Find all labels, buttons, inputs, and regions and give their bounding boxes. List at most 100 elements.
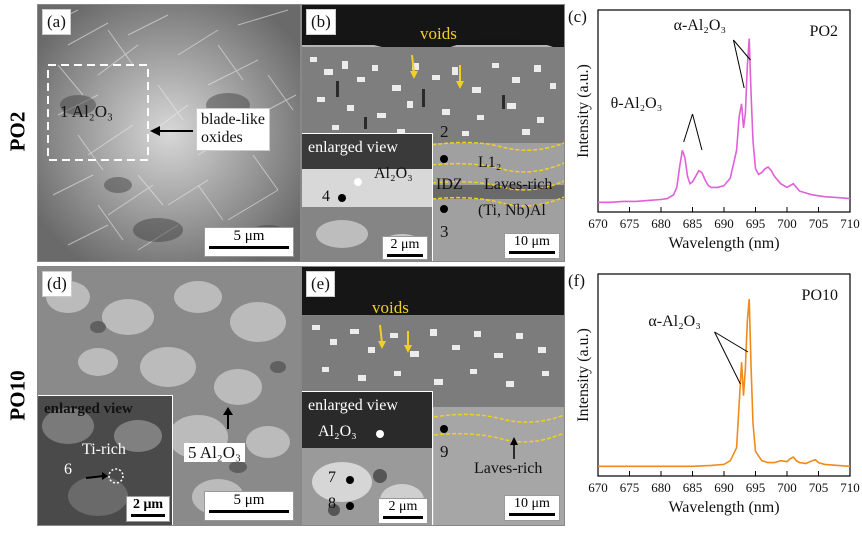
- annotation-arrow: [714, 331, 749, 353]
- plot-frame: [597, 273, 851, 477]
- scalebar-b-label: 10 μm: [514, 234, 550, 249]
- scalebar-d-label: 5 μm: [233, 492, 265, 508]
- scalebar-b-bar: [509, 251, 555, 254]
- scalebar-d-inset: 2 μm: [126, 496, 170, 522]
- voids-label-e: voids: [372, 298, 409, 317]
- x-axis-label: Wavelength (nm): [668, 235, 779, 252]
- x-tick-label: 685: [683, 480, 703, 495]
- point-label-8: 8: [328, 495, 336, 512]
- annotation-arrow: [714, 331, 741, 385]
- sem-texture-b: [302, 5, 564, 261]
- scalebar-b-inset-bar: [387, 254, 423, 257]
- x-tick-label: 700: [777, 480, 797, 495]
- annotation-alpha: α-Al₂O₃: [648, 313, 700, 330]
- inset-d-title: enlarged view: [44, 401, 133, 417]
- scalebar-e: 10 μm: [504, 495, 560, 521]
- x-tick-label: 680: [651, 480, 671, 495]
- chart-c: (c) 670 675 680 685 690 695 700 705 710 Wavelengt…: [566, 2, 862, 264]
- annotation-arrow: [683, 113, 693, 143]
- x-tick-label: 700: [777, 216, 797, 231]
- inset-b-title: enlarged view: [308, 139, 398, 156]
- sem-image-b: (b) voids enlarged view Al₂O₃ 4 2 μm 2 L…: [301, 4, 565, 262]
- region-label-a: 1 Al₂O₃: [60, 102, 113, 121]
- series-line: [598, 298, 851, 468]
- layer-l12-label: L1₂: [478, 154, 502, 171]
- inset-b-phase: Al₂O₃: [374, 165, 413, 182]
- scalebar-d-bar: [209, 510, 289, 513]
- y-axis-label: Intensity (a.u.): [575, 328, 592, 422]
- inset-e-texture: [302, 392, 432, 525]
- point-label-9: 9: [440, 442, 449, 461]
- annotation-alpha: α-Al₂O₃: [674, 17, 726, 34]
- row-label-po2: PO2: [5, 111, 30, 151]
- scalebar-d: 5 μm: [204, 491, 294, 521]
- scalebar-e-inset-bar: [383, 516, 423, 519]
- callout-box-a: blade-like oxides: [196, 108, 270, 151]
- point-9-marker: [440, 425, 448, 433]
- point-3-marker: [440, 205, 448, 213]
- inset-b: enlarged view Al₂O₃ 4 2 μm: [302, 133, 433, 261]
- x-tick-label: 705: [809, 216, 829, 231]
- scalebar-e-inset: 2 μm: [378, 498, 428, 524]
- chart-f: (f) 670 675 680 685 690 695 700 705 710 Wavelengt…: [566, 266, 862, 528]
- x-tick-label: 670: [588, 480, 608, 495]
- x-tick-label: 675: [620, 480, 640, 495]
- x-tick-label: 680: [651, 216, 671, 231]
- panel-tag-a: (a): [42, 9, 71, 35]
- point-label-5: 5 Al₂O₃: [184, 443, 245, 462]
- layer-tinbal-label: (Ti, Nb)Al: [478, 202, 546, 219]
- inset-d-texture: [38, 396, 172, 525]
- series-line: [598, 38, 851, 204]
- inset-d-phase: Ti-rich: [82, 441, 126, 458]
- scalebar-e-inset-label: 2 μm: [388, 499, 418, 514]
- x-tick-label: 670: [588, 216, 608, 231]
- chart-c-svg: 670 675 680 685 690 695 700 705 710 Wavelength (n…: [575, 9, 860, 252]
- inset-e-phase: Al₂O₃: [318, 423, 357, 440]
- y-axis-label: Intensity (a.u.): [575, 64, 592, 158]
- scalebar-a: 5 μm: [204, 227, 294, 257]
- scalebar-d-inset-bar: [131, 514, 165, 517]
- scalebar-b-inset-label: 2 μm: [390, 237, 420, 252]
- annotation-theta: θ-Al₂O₃: [611, 95, 663, 112]
- inset-b-point-white: [354, 178, 362, 186]
- x-tick-label: 705: [809, 480, 829, 495]
- point-label-3: 3: [440, 222, 449, 241]
- point-7-marker: [346, 476, 354, 484]
- x-tick-label: 685: [683, 216, 703, 231]
- inset-e: enlarged view Al₂O₃ 7 8 2 μm: [302, 391, 433, 525]
- callout-line-2: oxides: [201, 129, 243, 147]
- panel-tag-e: (e): [306, 271, 335, 297]
- dashed-region-box: [47, 64, 149, 161]
- point-label-2: 2: [440, 122, 449, 141]
- x-axis-label: Wavelength (nm): [668, 499, 779, 516]
- inset-d: enlarged view Ti-rich 6 2 μm: [38, 395, 173, 525]
- x-tick-label: 690: [714, 480, 734, 495]
- point-2-marker: [440, 155, 448, 163]
- chart-f-svg: 670 675 680 685 690 695 700 705 710 Wavelength (n…: [575, 273, 860, 516]
- row-label-po10: PO10: [5, 369, 30, 421]
- panel-tag-d: (d): [42, 271, 72, 297]
- chart-title: PO10: [802, 287, 838, 304]
- inset-d-point-label: 6: [64, 461, 72, 478]
- x-tick-label: 690: [714, 216, 734, 231]
- inset-e-point-white: [376, 430, 384, 438]
- layer-laves-label-e: Laves-rich: [474, 460, 543, 477]
- annotation-arrow: [733, 39, 751, 61]
- layer-laves-label: Laves-rich: [484, 176, 553, 193]
- inset-b-point-label: 4: [322, 188, 330, 205]
- point-label-7: 7: [328, 469, 336, 486]
- x-tick-label: 710: [840, 480, 860, 495]
- annotation-arrow: [692, 113, 703, 151]
- x-tick-label: 695: [746, 480, 766, 495]
- scalebar-a-label: 5 μm: [233, 228, 265, 244]
- scalebar-d-inset-label: 2 μm: [132, 497, 164, 512]
- scalebar-e-bar: [509, 513, 555, 516]
- scalebar-e-label: 10 μm: [514, 496, 550, 511]
- x-tick-label: 710: [840, 216, 860, 231]
- sem-image-e: (e) voids enlarged view Al₂O₃ 7 8 2 μm 9…: [301, 266, 565, 526]
- panel-tag-b: (b): [306, 9, 336, 35]
- inset-b-texture: [302, 134, 432, 261]
- sem-image-a: (a) 1 Al₂O₃ blade-like oxides 5 μm: [37, 4, 301, 262]
- panel-tag-c: (c): [568, 7, 587, 26]
- scalebar-b: 10 μm: [504, 233, 560, 259]
